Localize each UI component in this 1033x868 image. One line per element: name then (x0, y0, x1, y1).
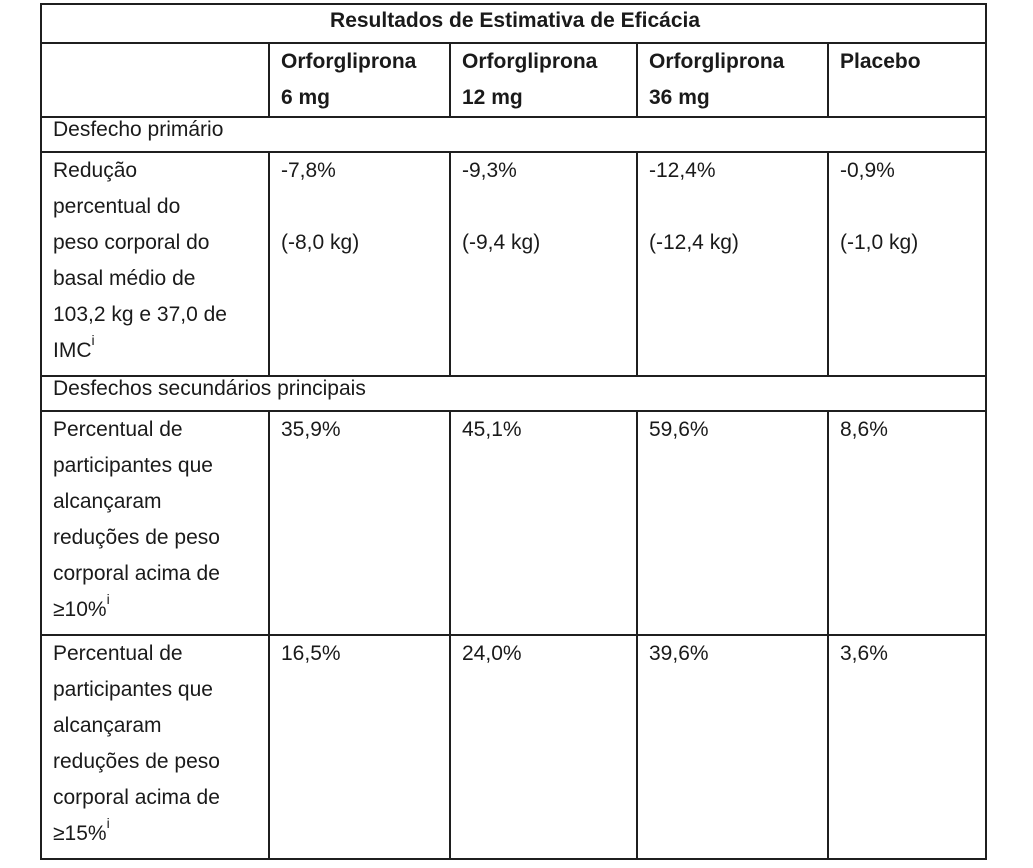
column-header-dose: 6 mg (281, 86, 331, 109)
section-heading-primary: Desfecho primário (39, 116, 988, 153)
row-label-ge10: Percentual de participantes que alcançar… (40, 410, 270, 636)
column-header-drug: Orforglipronа (281, 50, 417, 73)
value-kg: (-8,0 kg) (281, 231, 360, 254)
table-row: Redução percentual do peso corporal do b… (40, 151, 988, 377)
row-label-line: corporal acima de (53, 562, 220, 585)
row-label-line: Redução (53, 159, 138, 182)
column-header-dose: 36 mg (649, 86, 710, 109)
row-label-line: Percentual de (53, 642, 183, 665)
cell-6mg: 35,9% (268, 410, 451, 636)
table-row: Percentual de participantes que alcançar… (40, 410, 988, 636)
row-label-weight-reduction: Redução percentual do peso corporal do b… (40, 151, 270, 377)
cell-36mg: 39,6% (636, 634, 829, 860)
section-secondary-row: Desfechos secundários principais (39, 375, 988, 412)
row-label-text: IMC (53, 339, 92, 362)
row-label-line: ≥10%i (53, 592, 260, 628)
row-label-line: alcançaram (53, 714, 162, 737)
row-label-line: 103,2 kg e 37,0 de (53, 303, 227, 326)
efficacy-results-table: Resultados de Estimativa de Eficácia Orf… (39, 3, 988, 860)
column-header-36mg: Orforglipronа 36 mg (636, 42, 829, 118)
value-percent: -0,9% (840, 159, 895, 182)
section-heading-secondary: Desfechos secundários principais (39, 375, 988, 412)
value-kg: (-12,4 kg) (649, 231, 739, 254)
cell-12mg: -9,3% (-9,4 kg) (449, 151, 638, 377)
table-row: Percentual de participantes que alcançar… (40, 634, 988, 860)
row-label-line: reduções de peso (53, 750, 220, 773)
cell-6mg: -7,8% (-8,0 kg) (268, 151, 451, 377)
footnote-marker: i (91, 332, 95, 348)
table-title-row: Resultados de Estimativa de Eficácia (39, 3, 988, 44)
row-label-text: ≥10% (53, 598, 107, 621)
column-header-6mg: Orforglipronа 6 mg (268, 42, 451, 118)
row-label-line: alcançaram (53, 490, 162, 513)
row-label-ge15: Percentual de participantes que alcançar… (40, 634, 270, 860)
row-label-line: peso corporal do (53, 231, 210, 254)
column-header-drug: Placebo (840, 50, 921, 73)
footnote-marker: i (106, 815, 110, 831)
row-label-line: participantes que (53, 454, 213, 477)
cell-6mg: 16,5% (268, 634, 451, 860)
value-percent: -9,3% (462, 159, 517, 182)
column-header-row: Orforglipronа 6 mg Orforglipronа 12 mg O… (40, 42, 988, 118)
cell-36mg: -12,4% (-12,4 kg) (636, 151, 829, 377)
row-label-line: corporal acima de (53, 786, 220, 809)
value-kg: (-9,4 kg) (462, 231, 541, 254)
value-percent: -12,4% (649, 159, 716, 182)
cell-36mg: 59,6% (636, 410, 829, 636)
value-percent: -7,8% (281, 159, 336, 182)
cell-placebo: -0,9% (-1,0 kg) (826, 151, 988, 377)
cell-12mg: 45,1% (449, 410, 638, 636)
cell-placebo: 8,6% (826, 410, 988, 636)
column-header-drug: Orforglipronа (462, 50, 598, 73)
row-label-line: IMCi (53, 333, 260, 369)
table-title: Resultados de Estimativa de Eficácia (39, 3, 988, 44)
value-kg: (-1,0 kg) (840, 231, 919, 254)
section-primary-row: Desfecho primário (39, 116, 988, 153)
row-label-text: ≥15% (53, 822, 107, 845)
row-label-line: percentual do (53, 195, 181, 218)
column-header-placebo: Placebo (826, 42, 988, 118)
column-header-drug: Orforglipronа (649, 50, 785, 73)
column-header-dose: 12 mg (462, 86, 523, 109)
footnote-marker: i (106, 591, 110, 607)
cell-12mg: 24,0% (449, 634, 638, 860)
empty-header-cell (40, 42, 270, 118)
cell-placebo: 3,6% (826, 634, 988, 860)
row-label-line: Percentual de (53, 418, 183, 441)
row-label-line: reduções de peso (53, 526, 220, 549)
column-header-12mg: Orforglipronа 12 mg (449, 42, 638, 118)
row-label-line: basal médio de (53, 267, 196, 290)
row-label-line: participantes que (53, 678, 213, 701)
row-label-line: ≥15%i (53, 816, 260, 852)
